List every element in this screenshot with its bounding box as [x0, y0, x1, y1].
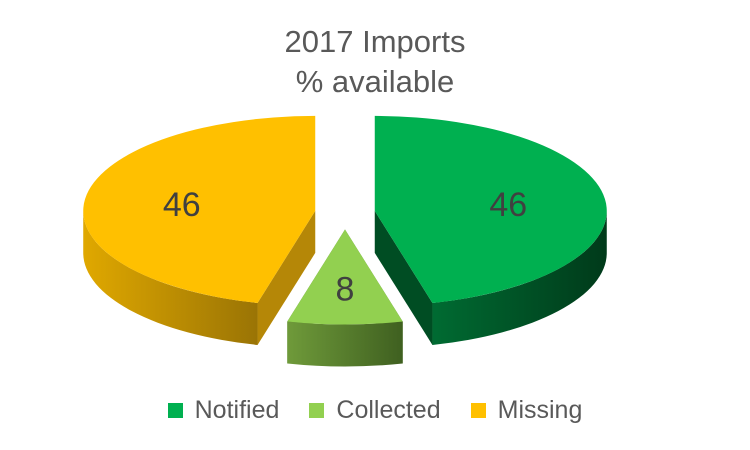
pie-slice-side-collected: [287, 321, 403, 367]
data-label-collected: 8: [336, 270, 355, 308]
data-label-missing: 46: [163, 186, 201, 224]
pie-slice-top-collected: [287, 229, 403, 325]
pie-slice-side-notified: [432, 210, 607, 345]
legend-swatch-collected: [309, 402, 325, 418]
pie-slice-missing: [83, 115, 316, 345]
pie-slice-collected: [287, 229, 403, 367]
legend-swatch-notified: [167, 402, 183, 418]
pie-slice-side-missing: [83, 210, 258, 345]
legend-item-notified: Notified: [167, 393, 280, 427]
legend-item-collected: Collected: [309, 393, 441, 427]
pie-slice-notified: [374, 115, 607, 345]
legend: Notified Collected Missing: [0, 393, 750, 427]
legend-label-notified: Notified: [194, 396, 280, 424]
pie-slice-top-missing: [83, 115, 316, 303]
legend-label-missing: Missing: [497, 396, 583, 424]
chart-subtitle: % available: [295, 64, 455, 99]
legend-item-missing: Missing: [470, 393, 583, 427]
data-label-notified: 46: [489, 186, 527, 224]
pie-slice-wall-notified-1: [374, 210, 433, 345]
legend-label-collected: Collected: [336, 396, 441, 424]
legend-swatch-missing: [470, 402, 486, 418]
chart-title: 2017 Imports: [284, 24, 466, 59]
pie-slice-wall-missing-0: [257, 210, 316, 345]
chart-title-block: 2017 Imports % available: [0, 22, 750, 102]
pie-slice-top-notified: [374, 115, 607, 303]
